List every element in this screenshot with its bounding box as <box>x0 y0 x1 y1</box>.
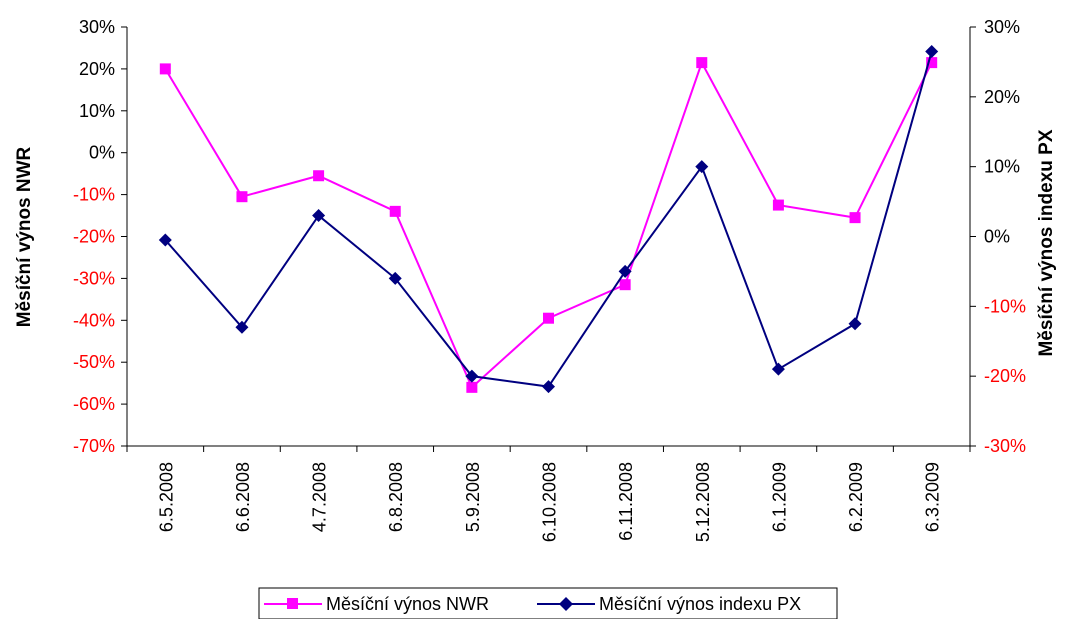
left-tick-label: -10% <box>73 185 115 205</box>
x-tick-label: 6.1.2009 <box>769 462 789 532</box>
right-tick-label: -10% <box>984 296 1026 316</box>
data-point-px <box>925 44 939 58</box>
data-point-nwr <box>313 170 325 182</box>
data-point-nwr <box>159 63 171 75</box>
data-point-px <box>235 320 249 334</box>
data-point-nwr <box>236 191 248 203</box>
legend: Měsíční výnos NWR Měsíční výnos indexu P… <box>258 587 838 619</box>
data-point-nwr <box>849 212 861 224</box>
data-point-nwr <box>619 279 631 291</box>
right-tick-label: -20% <box>984 366 1026 386</box>
x-tick-label: 5.9.2008 <box>463 462 483 532</box>
data-point-nwr <box>772 199 784 211</box>
x-tick-label: 6.11.2008 <box>616 462 636 541</box>
series-layer <box>158 44 939 394</box>
left-axis-title: Měsíční výnos NWR <box>14 146 35 327</box>
data-point-nwr <box>543 312 554 324</box>
left-tick-label: 20% <box>79 59 115 79</box>
right-tick-label: 0% <box>984 227 1010 247</box>
right-axis-ticks: 30% 20% 10% 0% -10% -20% -30% <box>970 17 1026 456</box>
x-tick-label: 6.2.2009 <box>846 462 866 532</box>
x-tick-label: 5.12.2008 <box>693 462 713 542</box>
right-tick-label: 20% <box>984 87 1020 107</box>
right-tick-label: 30% <box>984 17 1020 37</box>
x-axis-ticks: 6.5.2008 6.6.2008 4.7.2008 6.8.2008 5.9.2008… <box>126 446 971 542</box>
left-tick-label: -40% <box>73 310 115 330</box>
left-tick-label: 0% <box>89 143 115 163</box>
series-line-nwr <box>164 60 933 390</box>
data-point-px <box>158 233 172 247</box>
left-tick-label: -60% <box>73 394 115 414</box>
data-point-px <box>542 380 555 394</box>
right-tick-label: -30% <box>984 436 1026 456</box>
data-point-px <box>312 209 326 223</box>
left-axis-ticks: 30% 20% 10% 0% -10% -20% -30% -40% -50% -60% -70% <box>73 17 127 456</box>
left-tick-label: 30% <box>79 17 115 37</box>
x-tick-label: 6.6.2008 <box>233 462 253 532</box>
series-line-px <box>164 51 933 388</box>
left-tick-label: -70% <box>73 436 115 456</box>
legend-marker-px <box>559 597 573 611</box>
x-tick-label: 4.7.2008 <box>310 462 330 532</box>
data-point-px <box>848 317 862 331</box>
legend-label-px: Měsíční výnos indexu PX <box>599 594 801 614</box>
data-point-px <box>695 160 709 174</box>
data-point-px <box>618 264 632 278</box>
legend-label-nwr: Měsíční výnos NWR <box>326 594 489 614</box>
data-point-nwr <box>466 381 478 393</box>
x-tick-label: 6.10.2008 <box>540 462 560 542</box>
series-nwr <box>159 57 938 393</box>
right-tick-label: 10% <box>984 157 1020 177</box>
data-point-px <box>388 271 402 285</box>
legend-marker-nwr <box>287 598 298 609</box>
left-tick-label: 10% <box>79 101 115 121</box>
data-point-nwr <box>696 57 708 69</box>
series-px <box>158 44 939 394</box>
data-point-nwr <box>389 205 401 217</box>
data-point-nwr <box>926 57 938 69</box>
right-axis-title: Měsíční výnos indexu PX <box>1036 129 1057 356</box>
x-tick-label: 6.8.2008 <box>386 462 406 532</box>
data-point-px <box>771 362 785 376</box>
x-tick-label: 6.5.2008 <box>156 462 176 532</box>
left-tick-label: -50% <box>73 352 115 372</box>
left-tick-label: -30% <box>73 268 115 288</box>
data-point-px <box>465 369 479 383</box>
x-tick-label: 6.3.2009 <box>923 462 943 532</box>
left-tick-label: -20% <box>73 227 115 247</box>
